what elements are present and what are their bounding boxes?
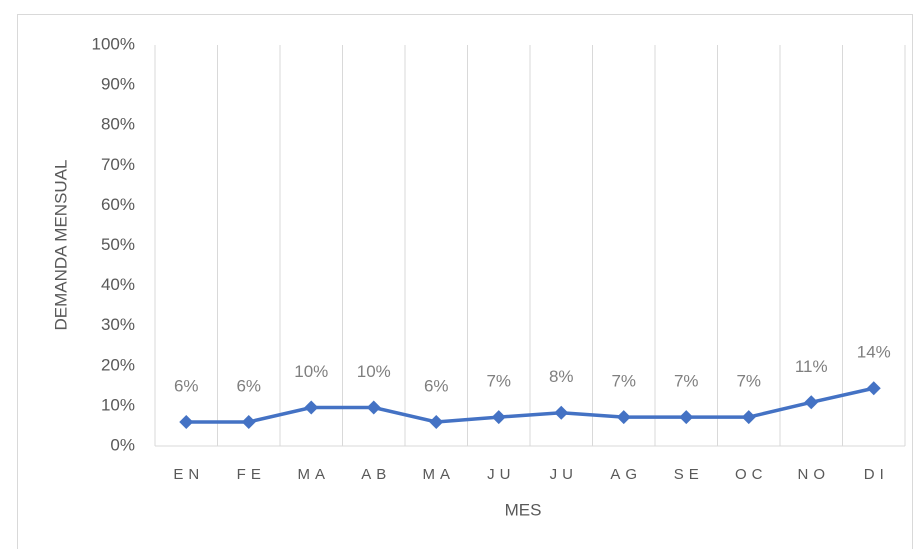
data-label: 6% <box>174 376 199 395</box>
data-label: 7% <box>486 372 511 391</box>
data-point <box>491 410 506 425</box>
y-tick-label: 0% <box>110 435 135 454</box>
y-tick-label: 70% <box>101 155 135 174</box>
data-point <box>866 381 881 396</box>
data-point <box>554 405 569 420</box>
y-axis-label: DEMANDA MENSUAL <box>51 160 70 331</box>
data-point <box>304 400 319 415</box>
y-tick-label: 90% <box>101 75 135 94</box>
data-label: 6% <box>424 376 449 395</box>
x-tick-label: FE <box>237 466 266 483</box>
y-tick-label: 60% <box>101 195 135 214</box>
x-tick-label: DI <box>864 466 889 483</box>
x-tick-label: SE <box>674 466 704 483</box>
x-tick-label: NO <box>798 466 831 483</box>
chart-border <box>17 14 913 549</box>
x-tick-label: EN <box>173 466 204 483</box>
x-tick-label: OC <box>735 466 768 483</box>
x-tick-label: JU <box>550 466 578 483</box>
series-line <box>186 386 875 424</box>
x-tick-label: MA <box>298 466 331 483</box>
data-label: 6% <box>236 376 261 395</box>
data-label: 7% <box>674 372 699 391</box>
data-point <box>741 410 756 425</box>
data-label: 7% <box>736 372 761 391</box>
data-point <box>429 414 444 429</box>
data-point <box>241 414 256 429</box>
data-label: 8% <box>549 367 574 386</box>
x-axis-label: MES <box>505 500 542 519</box>
data-point <box>366 400 381 415</box>
y-tick-label: 40% <box>101 275 135 294</box>
data-label: 7% <box>611 372 636 391</box>
y-tick-label: 30% <box>101 315 135 334</box>
x-tick-label: AB <box>361 466 391 483</box>
data-point <box>616 410 631 425</box>
data-point <box>179 414 194 429</box>
x-tick-label: MA <box>423 466 456 483</box>
x-tick-label: AG <box>610 466 642 483</box>
y-tick-label: 20% <box>101 355 135 374</box>
data-label: 14% <box>857 343 891 362</box>
data-label: 10% <box>294 362 328 381</box>
y-tick-label: 80% <box>101 115 135 134</box>
y-tick-label: 10% <box>101 395 135 414</box>
data-label: 10% <box>357 362 391 381</box>
data-point <box>804 395 819 410</box>
y-tick-label: 50% <box>101 235 135 254</box>
y-tick-label: 100% <box>92 34 135 53</box>
data-point <box>679 410 694 425</box>
x-tick-label: JU <box>487 466 515 483</box>
data-label: 11% <box>795 357 828 376</box>
